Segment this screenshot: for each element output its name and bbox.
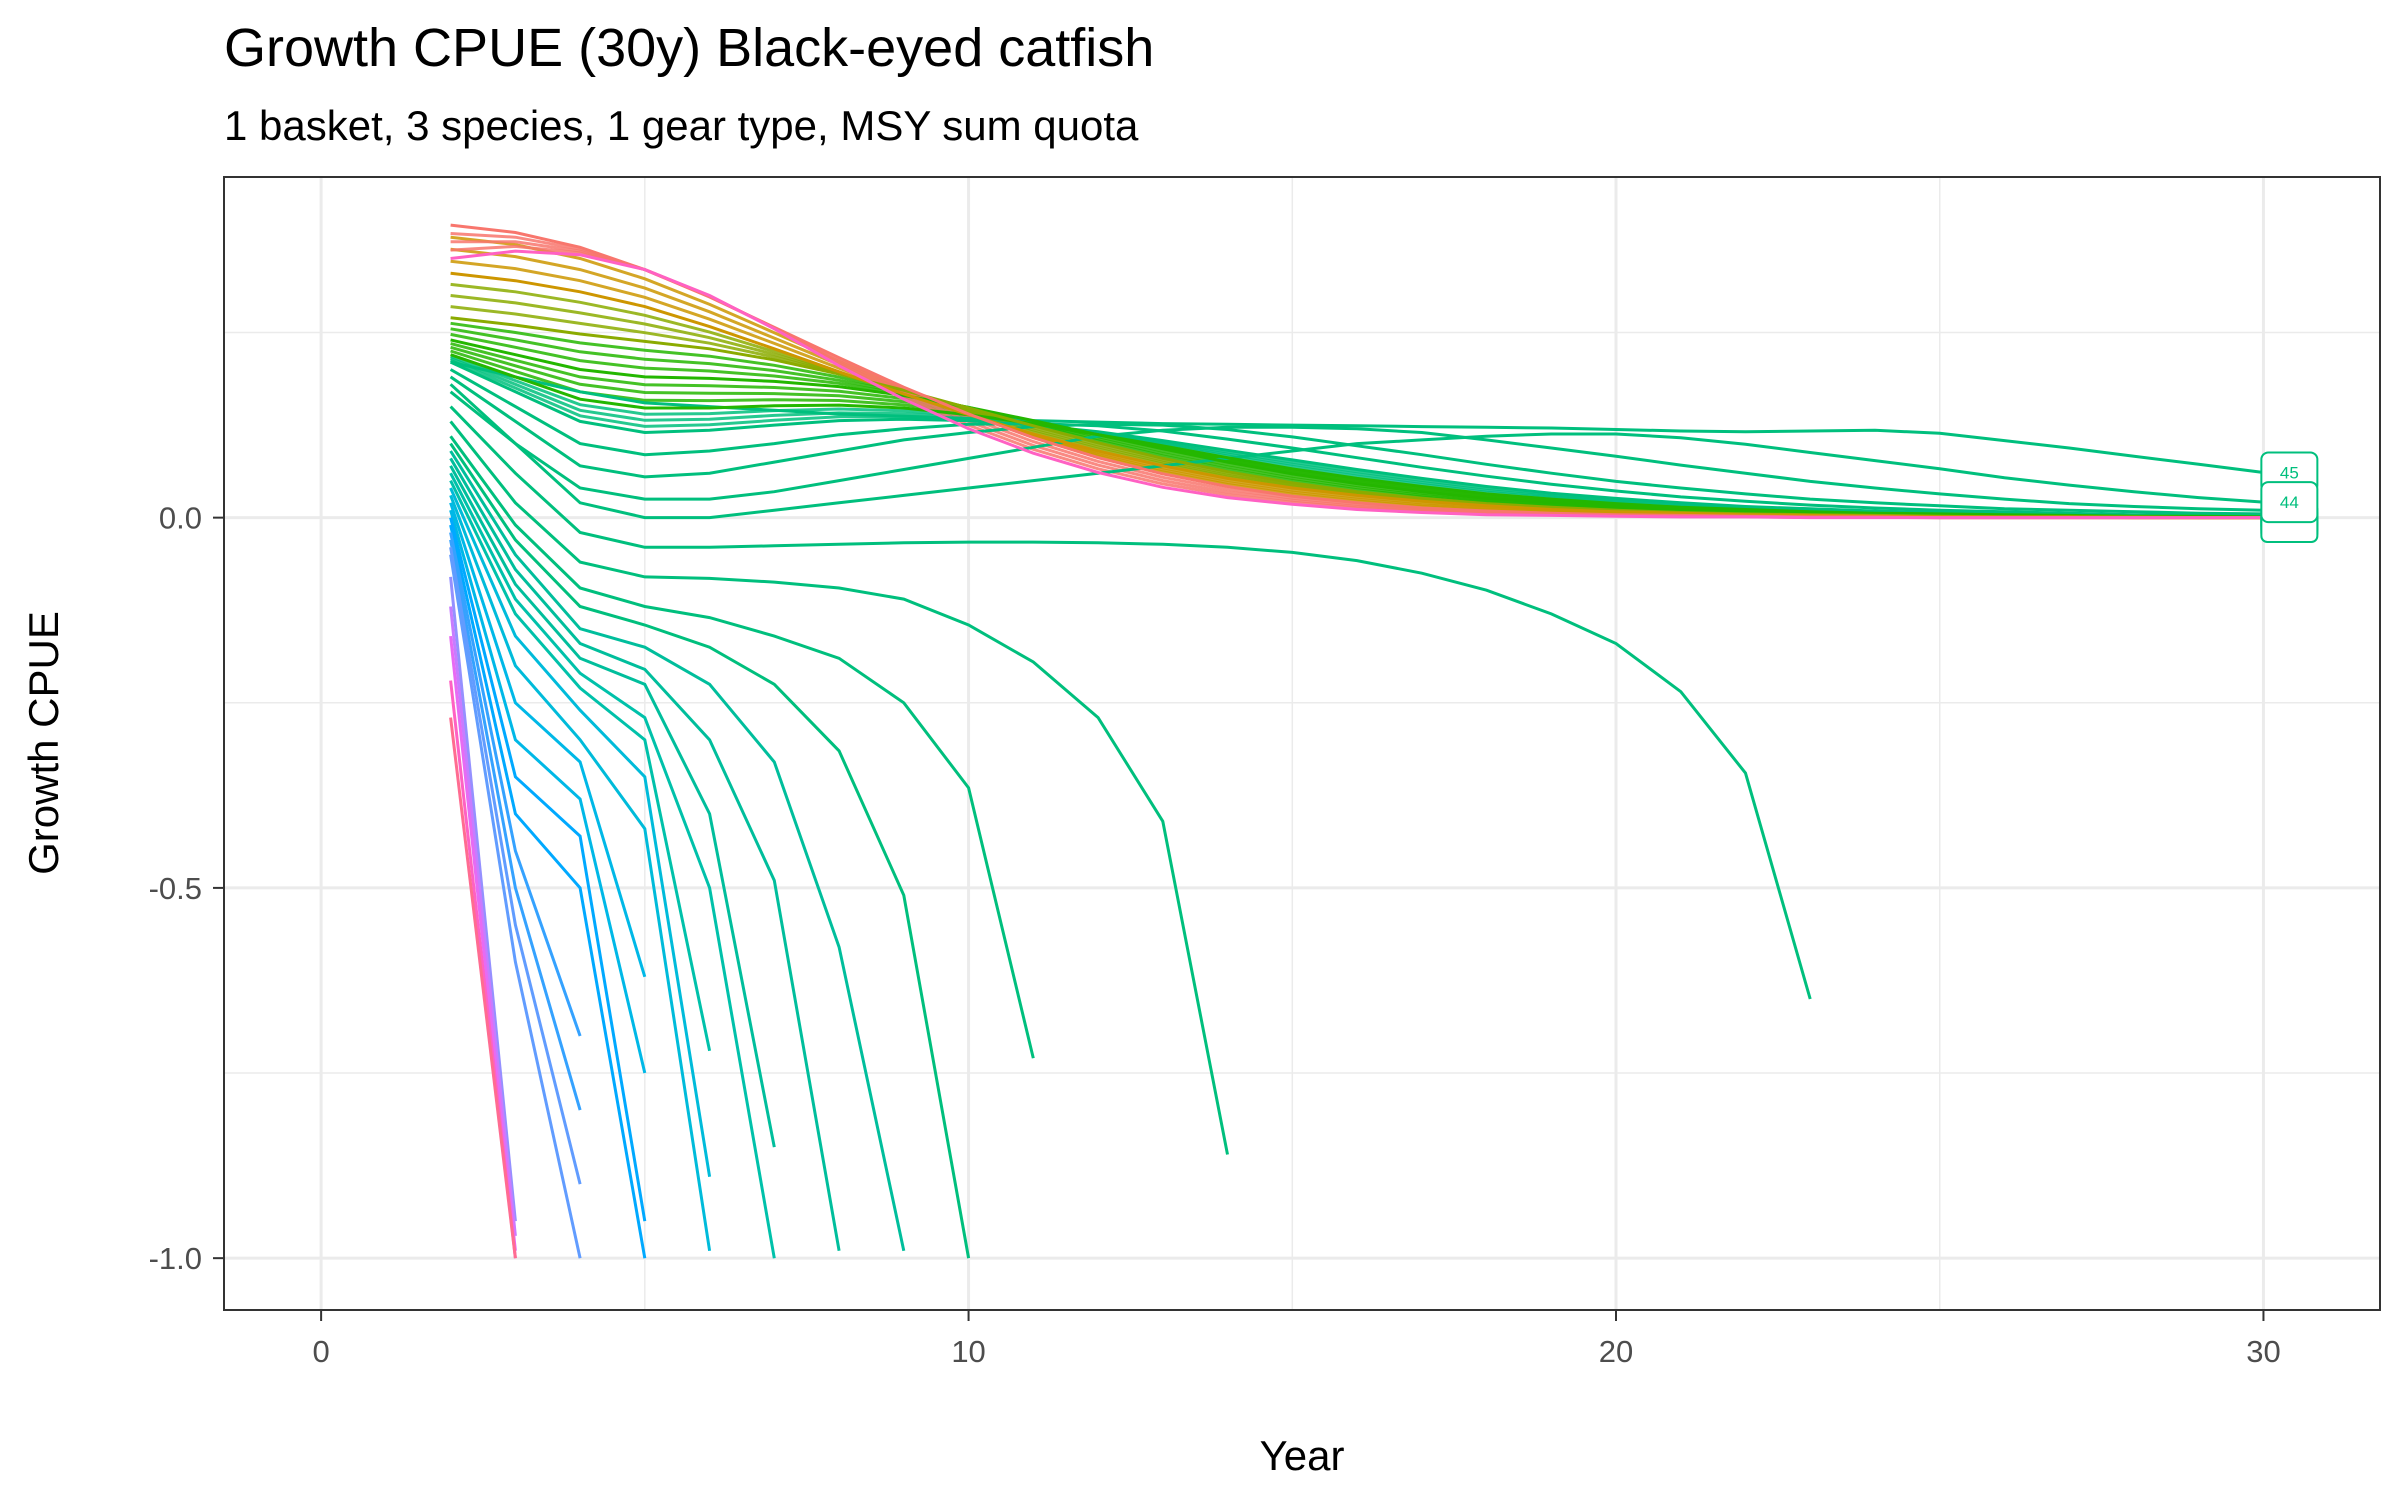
y-axis-title: Growth CPUE [20,611,67,875]
series-line [449,435,1035,1059]
series-line [449,420,1229,1155]
end-label-box [2260,481,2319,524]
axes: 0 10 20 30 -1.0 -0.5 0.0 [149,501,2281,1369]
series-line [449,494,712,1252]
series-line [449,576,517,1222]
series-line [449,465,776,1148]
y-tick-label: -1.0 [149,1241,202,1276]
series-line [449,487,712,1177]
x-tick-label: 30 [2246,1334,2280,1369]
series-line [449,383,2264,520]
chart-subtitle: 1 basket, 3 species, 1 gear type, MSY su… [224,102,1139,149]
series-line [449,517,647,1222]
chart-title: Growth CPUE (30y) Black-eyed catfish [224,18,1154,78]
y-tick-label: 0.0 [159,501,202,536]
end-label-text: 44 [2280,493,2299,512]
end-labels: 45 44 [2260,451,2319,544]
end-label-text: 45 [2280,463,2299,482]
x-axis-title: Year [1260,1432,1345,1479]
series-lines [449,223,2264,1259]
series-line [449,502,647,978]
series-line [450,249,2264,520]
series-line [449,554,582,1259]
series-line [449,450,906,1252]
series-line [449,368,2264,517]
series-line [449,547,582,1185]
series-line [449,457,841,1252]
series-line [449,717,517,1259]
series-line [449,472,776,1259]
series-line [449,606,517,1237]
series-line [449,532,582,1037]
plot-border [223,176,2381,1311]
series-line [449,442,971,1259]
y-tick-label: -0.5 [149,871,202,906]
grid-lines [224,177,2380,1310]
x-tick-label: 10 [951,1334,985,1369]
series-line [449,524,647,1259]
series-line [449,479,712,1052]
series-line [449,509,647,1074]
x-tick-label: 20 [1599,1334,1633,1369]
series-line [449,375,2264,516]
series-line [449,539,582,1111]
series-line [449,405,1812,1000]
x-tick-label: 0 [312,1334,329,1369]
series-line [450,360,2264,474]
series-line [449,390,2264,512]
series-line [449,635,517,1251]
